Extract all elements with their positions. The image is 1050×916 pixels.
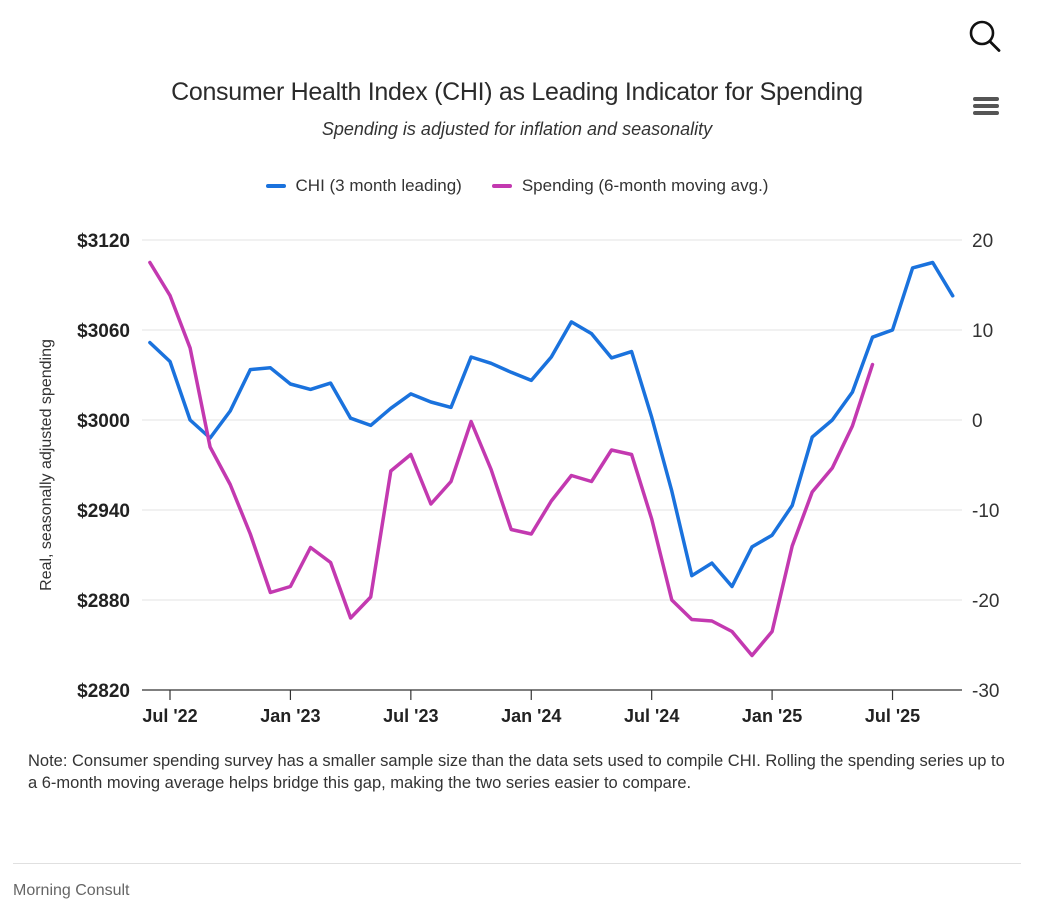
x-tick-label: Jan '23 [260,706,320,726]
hamburger-menu-icon [973,97,999,115]
x-tick-label: Jul '22 [142,706,197,726]
chart-note: Note: Consumer spending survey has a sma… [28,752,1005,792]
line-chart: $3120 20 $3060 10 $3000 0 $2940 -10 $2880 -20 $282… [38,231,999,726]
y-left-tick-label: $2820 [77,681,130,702]
x-tick-label: Jul '23 [383,706,438,726]
legend-label-chi: CHI (3 month leading) [295,176,462,195]
chi-series-line [148,260,955,589]
chart-title: Consumer Health Index (CHI) as Leading I… [171,78,863,106]
y-left-tick-label: $3120 [77,231,130,252]
y-left-tick-label: $3000 [77,411,130,432]
legend-item-spending[interactable]: Spending (6-month moving avg.) [491,176,769,196]
y-right-tick-label: 0 [972,411,983,432]
y-right-tick-label: 20 [972,231,993,252]
footer-divider [13,863,1021,864]
y-left-tick-label: $2940 [77,501,130,522]
source-credit: Morning Consult [13,882,130,899]
search-button[interactable] [964,16,1004,56]
legend-swatch-spending [491,184,512,188]
x-tick-label: Jan '24 [501,706,561,726]
spending-series-line [148,260,875,658]
search-icon [969,20,1001,52]
y-right-tick-label: -30 [972,681,999,702]
y-right-tick-label: 10 [972,321,993,342]
y-left-tick-label: $3060 [77,321,130,342]
y-right-tick-label: -20 [972,591,999,612]
chart-subtitle: Spending is adjusted for inflation and s… [321,119,713,139]
y-left-tick-label: $2880 [77,591,130,612]
legend-item-chi[interactable]: CHI (3 month leading) [265,176,462,196]
y-axis-title: Real, seasonally adjusted spending [38,339,55,591]
legend-label-spending: Spending (6-month moving avg.) [521,176,769,195]
chart-menu-button[interactable] [966,88,1006,124]
y-right-tick-label: -10 [972,501,999,522]
legend-swatch-chi [265,184,286,188]
chart-legend: CHI (3 month leading) Spending (6-month … [0,176,1034,196]
x-tick-label: Jan '25 [742,706,802,726]
x-tick-label: Jul '24 [624,706,679,726]
x-tick-label: Jul '25 [865,706,920,726]
